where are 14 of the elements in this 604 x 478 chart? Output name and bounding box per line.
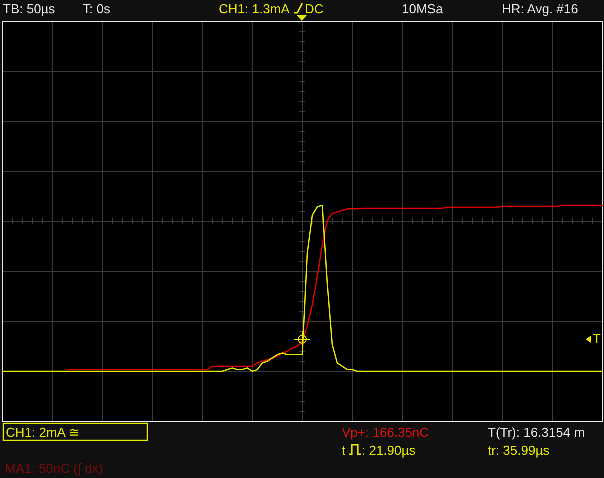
annotation: T [593,332,601,346]
text: : 21.90µs [362,443,416,458]
text: HR: Avg. #16 [502,2,578,16]
text: T(Tr): 16.3154 m [488,425,586,440]
text: tr: 35.99µs [488,443,550,458]
text: CH1: 2mA ≅ [6,425,80,440]
text: CH1: 1.3mA [219,2,290,16]
text: DC [305,2,324,16]
text: t [342,443,346,458]
text: Vp+: 166.35nC [342,425,430,440]
text: MA1: 50nC (∫ dx) [5,461,104,476]
text: T: 0s [83,2,111,16]
text: 10MSa [402,2,444,16]
text: TB: 50µs [3,2,56,16]
